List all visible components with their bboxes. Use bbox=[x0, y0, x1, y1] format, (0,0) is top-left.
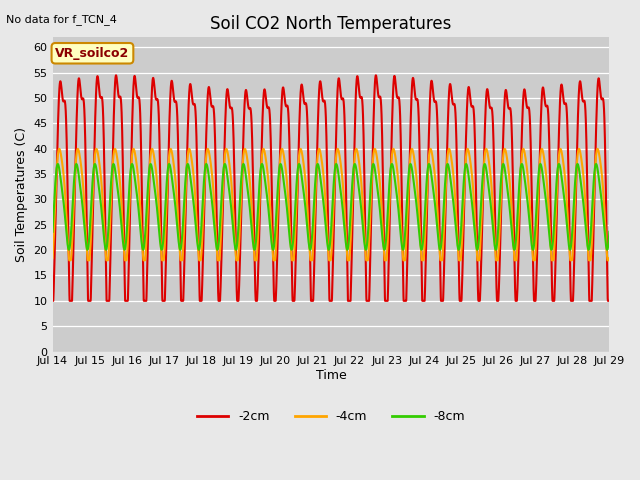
Y-axis label: Soil Temperatures (C): Soil Temperatures (C) bbox=[15, 127, 28, 262]
Text: No data for f_TCN_4: No data for f_TCN_4 bbox=[6, 14, 117, 25]
Legend: -2cm, -4cm, -8cm: -2cm, -4cm, -8cm bbox=[192, 405, 470, 428]
Title: Soil CO2 North Temperatures: Soil CO2 North Temperatures bbox=[211, 15, 452, 33]
X-axis label: Time: Time bbox=[316, 369, 346, 382]
Text: VR_soilco2: VR_soilco2 bbox=[55, 47, 129, 60]
